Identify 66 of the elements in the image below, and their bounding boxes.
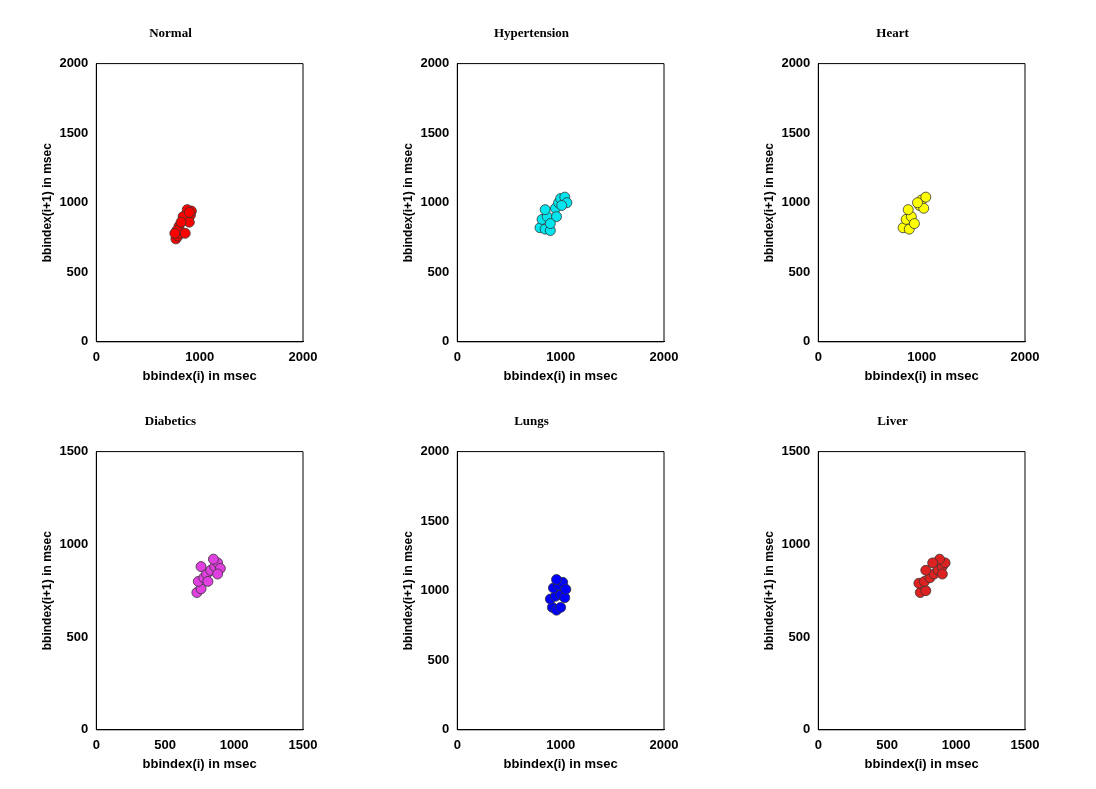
y-tick-label: 1000 <box>59 535 89 551</box>
x-tick-label: 2000 <box>288 349 318 365</box>
y-tick-label: 2000 <box>420 55 450 71</box>
x-tick-label: 2000 <box>1010 349 1040 365</box>
chart-title: Diabetics <box>144 413 197 429</box>
chart-title: Heart <box>876 25 910 41</box>
y-tick-label: 1000 <box>59 194 89 210</box>
y-tick-label: 500 <box>788 263 811 279</box>
y-tick-label: 500 <box>788 628 811 644</box>
chart-title: Liver <box>877 413 908 429</box>
x-tick-label: 500 <box>876 737 899 753</box>
x-tick-label: 2000 <box>649 349 679 365</box>
y-tick-label: 1500 <box>781 124 811 140</box>
chart-title: Normal <box>149 25 193 41</box>
y-tick-label: 500 <box>427 651 450 667</box>
y-tick-label: 1000 <box>420 194 450 210</box>
y-tick-label: 1500 <box>59 124 89 140</box>
y-tick-label: 500 <box>66 628 89 644</box>
y-tick-label: 2000 <box>420 443 450 459</box>
y-tick-label: 1500 <box>420 512 450 528</box>
y-tick-label: 1000 <box>781 535 811 551</box>
chart-title: Hypertension <box>493 25 570 41</box>
y-tick-label: 1000 <box>420 582 450 598</box>
y-tick-label: 1000 <box>781 194 811 210</box>
x-axis-title: bbindex(i) in msec <box>142 367 257 383</box>
y-tick-label: 500 <box>427 263 450 279</box>
y-tick-label: 1500 <box>420 124 450 140</box>
x-tick-label: 1000 <box>185 349 215 365</box>
x-tick-label: 0 <box>453 737 461 753</box>
y-tick-label: 500 <box>66 263 89 279</box>
y-tick-label: 0 <box>442 721 450 737</box>
y-tick-label: 2000 <box>59 55 89 71</box>
y-tick-label: 2000 <box>781 55 811 71</box>
y-tick-label: 1500 <box>59 443 89 459</box>
y-tick-label: 0 <box>442 333 450 349</box>
y-axis-title: bbindex(i+1) in msec <box>400 142 415 263</box>
x-tick-label: 0 <box>92 349 100 365</box>
y-tick-label: 0 <box>803 721 811 737</box>
y-tick-label: 0 <box>81 721 89 737</box>
x-tick-label: 500 <box>154 737 177 753</box>
x-tick-label: 0 <box>453 349 461 365</box>
y-axis-title: bbindex(i+1) in msec <box>39 142 54 263</box>
chart-title: Lungs <box>514 413 549 429</box>
x-tick-label: 1000 <box>546 349 576 365</box>
y-tick-label: 0 <box>81 333 89 349</box>
x-tick-label: 0 <box>814 349 822 365</box>
x-tick-label: 2000 <box>649 737 679 753</box>
x-axis-title: bbindex(i) in msec <box>864 755 979 771</box>
y-tick-label: 1500 <box>781 443 811 459</box>
y-axis-title: bbindex(i+1) in msec <box>761 530 776 651</box>
y-tick-label: 0 <box>803 333 811 349</box>
x-tick-label: 1500 <box>1010 737 1040 753</box>
x-axis-title: bbindex(i) in msec <box>142 755 257 771</box>
x-tick-label: 1000 <box>219 737 249 753</box>
x-tick-label: 1000 <box>941 737 971 753</box>
x-axis-title: bbindex(i) in msec <box>864 367 979 383</box>
x-tick-label: 0 <box>814 737 822 753</box>
y-axis-title: bbindex(i+1) in msec <box>400 530 415 651</box>
y-axis-title: bbindex(i+1) in msec <box>761 142 776 263</box>
x-tick-label: 1000 <box>546 737 576 753</box>
x-tick-label: 1000 <box>907 349 937 365</box>
y-axis-title: bbindex(i+1) in msec <box>39 530 54 651</box>
x-axis-title: bbindex(i) in msec <box>503 367 618 383</box>
x-tick-label: 0 <box>92 737 100 753</box>
x-tick-label: 1500 <box>288 737 318 753</box>
x-axis-title: bbindex(i) in msec <box>503 755 618 771</box>
